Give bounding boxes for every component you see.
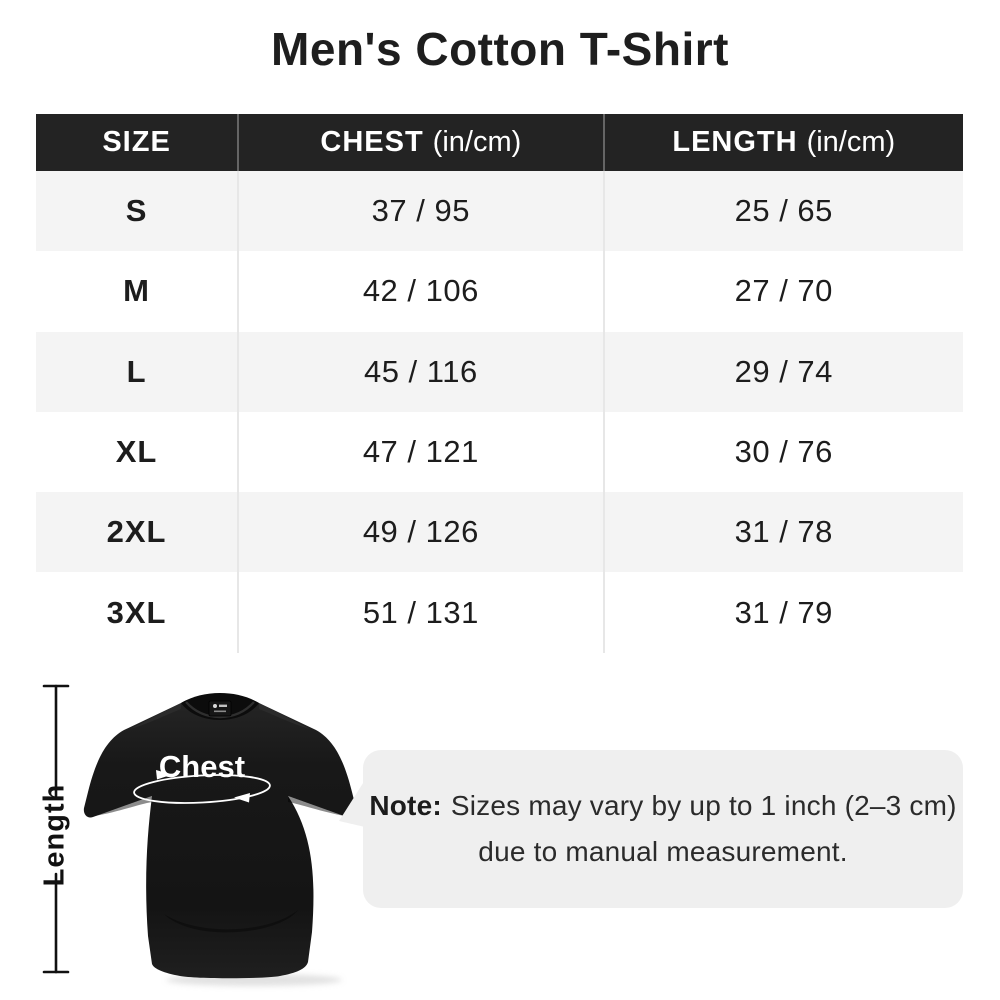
shirt-highlight <box>130 703 181 729</box>
chest-value: 37 / 95 <box>237 171 602 252</box>
chest-value: 45 / 116 <box>237 331 602 412</box>
tshirt-image: Chest <box>83 693 357 986</box>
size-value: 2XL <box>106 514 167 550</box>
length-value: 25 / 65 <box>602 171 963 252</box>
size-table: SIZE CHEST (in/cm) LENGTH (in/cm) S 37 /… <box>36 114 963 653</box>
table-row: 3XL 51 / 131 31 / 79 <box>36 572 963 653</box>
length-value: 30 / 76 <box>602 411 963 493</box>
chest-arrowhead-right <box>156 770 172 780</box>
size-value: 3XL <box>106 594 167 630</box>
chest-measure-ellipse <box>133 774 271 804</box>
table-row: M 42 / 106 27 / 70 <box>36 251 963 332</box>
table-row: L 45 / 116 29 / 74 <box>36 331 963 412</box>
length-axis-label: Length <box>38 783 71 887</box>
length-value: 31 / 78 <box>602 492 963 573</box>
collar-rib <box>185 701 255 719</box>
header-chest-unit: (in/cm) <box>432 126 522 158</box>
table-row: 2XL 49 / 126 31 / 78 <box>36 492 963 573</box>
header-chest-label: CHEST <box>320 126 424 158</box>
header-size-label: SIZE <box>102 126 171 158</box>
table-header-row: SIZE CHEST (in/cm) LENGTH (in/cm) <box>36 114 963 171</box>
tshirt-body <box>83 694 357 979</box>
header-size: SIZE <box>36 114 237 171</box>
table-row: S 37 / 95 25 / 65 <box>36 171 963 252</box>
header-length-label: LENGTH <box>672 126 798 158</box>
note-text-line2: due to manual measurement. <box>478 836 848 867</box>
length-value: 27 / 70 <box>602 251 963 332</box>
shirt-shade <box>288 796 345 816</box>
chest-arrowhead-left <box>234 793 250 803</box>
header-chest: CHEST (in/cm) <box>237 114 602 171</box>
shirt-shade <box>164 910 298 933</box>
chest-value: 47 / 121 <box>237 411 602 493</box>
length-value: 29 / 74 <box>602 331 963 412</box>
size-value: M <box>123 273 150 309</box>
note-prefix: Note: <box>369 790 442 821</box>
shirt-shade <box>95 796 152 816</box>
note-text-line1: Note: Sizes may vary by up to 1 inch (2–3… <box>363 790 963 822</box>
length-value: 31 / 79 <box>602 572 963 653</box>
size-value: S <box>125 193 148 229</box>
header-length: LENGTH (in/cm) <box>602 114 963 171</box>
table-row: XL 47 / 121 30 / 76 <box>36 411 963 493</box>
collar-label <box>208 700 232 717</box>
shirt-highlight <box>259 703 310 729</box>
size-value: XL <box>115 434 158 470</box>
note-bubble-tail <box>339 780 365 827</box>
header-length-unit: (in/cm) <box>806 126 896 158</box>
note-bubble: Note: Sizes may vary by up to 1 inch (2–3… <box>363 750 963 908</box>
chest-value: 42 / 106 <box>237 251 602 332</box>
chest-value: 51 / 131 <box>237 572 602 653</box>
length-dimension-line <box>42 684 70 974</box>
size-value: L <box>126 353 147 389</box>
note-body: Sizes may vary by up to 1 inch (2–3 cm) <box>450 790 957 821</box>
chest-value: 49 / 126 <box>237 492 602 573</box>
page-title: Men's Cotton T-Shirt <box>271 23 729 75</box>
